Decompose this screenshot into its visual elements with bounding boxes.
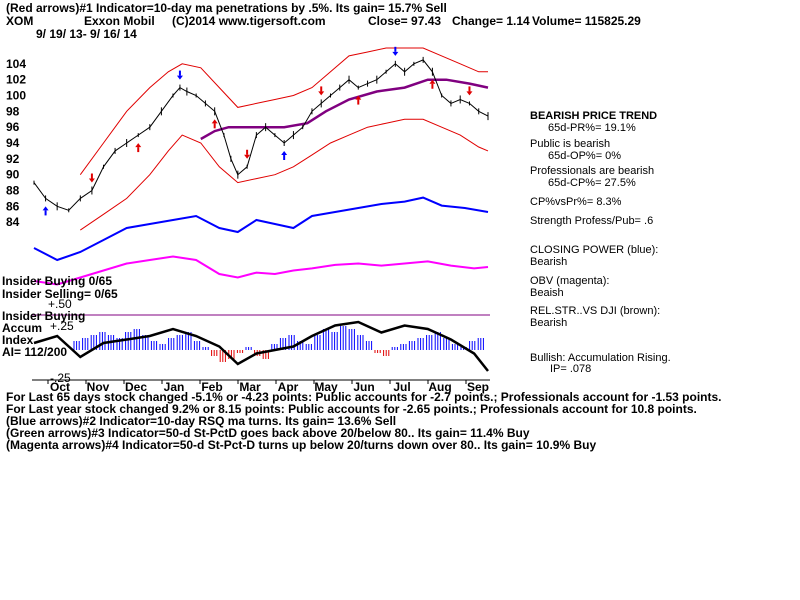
closing-power-path	[33, 196, 489, 262]
buy-arrow	[355, 95, 362, 100]
insider-buying2-label: Insider Buying	[2, 309, 86, 323]
sell-arrow	[318, 91, 325, 96]
sell-arrow	[88, 178, 95, 183]
y-tick-label: 92	[6, 152, 20, 166]
cp-vs-pr: CP%vsPr%= 8.3%	[530, 196, 622, 208]
y-tick-label: 86	[6, 199, 20, 213]
buy-arrow	[429, 79, 436, 84]
x-tick-label: Aug	[428, 380, 451, 394]
price-path	[33, 59, 489, 211]
x-tick-label: Jul	[393, 380, 410, 394]
obv-value: Beaish	[530, 287, 564, 299]
y-tick-label: 98	[6, 104, 20, 118]
sell-arrow	[244, 154, 251, 159]
company-name: Exxon Mobil	[84, 14, 155, 28]
accumulation-histogram	[73, 326, 484, 362]
trend-pr: 65d-PR%= 19.1%	[548, 122, 636, 134]
relstr-path	[33, 320, 489, 372]
ma-line	[200, 78, 489, 141]
y-tick-label: 94	[6, 136, 20, 150]
x-tick-label: Feb	[201, 380, 222, 394]
signal-arrows	[42, 46, 473, 216]
close-value: Close= 97.43	[368, 14, 442, 28]
y-tick-label: 104	[6, 57, 26, 71]
ip-value: IP= .078	[550, 363, 592, 375]
x-tick-label: Jan	[164, 380, 185, 394]
insider-selling-label: Insider Selling= 0/65	[2, 287, 118, 301]
obv-title: OBV (magenta):	[530, 275, 610, 287]
y-tick-label: 90	[6, 168, 20, 182]
strength-ratio: Strength Profess/Pub= .6	[530, 215, 654, 227]
buy-arrow	[42, 206, 49, 211]
minus25-label: -.25	[50, 371, 71, 385]
date-range: 9/ 19/ 13- 9/ 16/ 14	[36, 27, 137, 41]
accum-label: Accum	[2, 321, 43, 335]
sell-arrow	[466, 91, 473, 96]
y-tick-label: 88	[6, 184, 20, 198]
x-tick-label: May	[314, 380, 338, 394]
obv-path	[33, 255, 489, 286]
footer-year: For Last year stock changed 9.2% or 8.15…	[6, 402, 697, 416]
relative-strength-line	[33, 320, 489, 372]
volume-value: Volume= 115825.29	[532, 14, 641, 28]
relstr-value: Bearish	[530, 317, 568, 329]
insider-buying-label: Insider Buying 0/65	[2, 274, 113, 288]
buy-arrow	[211, 119, 218, 124]
x-tick-label: Apr	[278, 380, 299, 394]
footer-65day: For Last 65 days stock changed -5.1% or …	[6, 390, 722, 404]
indicator-1-text: (Red arrows)#1 Indicator=10-day ma penet…	[6, 1, 447, 15]
index-label: Index	[2, 333, 34, 347]
sell-arrow	[176, 75, 183, 80]
public-op: 65d-OP%= 0%	[548, 150, 622, 162]
sell-arrow	[392, 51, 399, 56]
footer-magenta-arrows: (Magenta arrows)#4 Indicator=50-d St-Pct…	[6, 438, 597, 452]
buy-arrow	[135, 143, 142, 148]
closing-power-line	[33, 196, 489, 262]
plus50-label: +.50	[48, 297, 72, 311]
bollinger-bands	[79, 47, 489, 231]
y-tick-label: 102	[6, 73, 26, 87]
lower-band-line	[80, 118, 489, 231]
price-line	[33, 56, 489, 213]
x-tick-label: Dec	[125, 380, 147, 394]
y-tick-label: 96	[6, 120, 20, 134]
bullish-accum: Bullish: Accumulation Rising.	[530, 352, 671, 364]
x-axis-ticks: Oct Nov Dec Jan Feb Mar Apr May Jun Jul Aug Sep	[47, 380, 489, 394]
pros-cp: 65d-CP%= 27.5%	[548, 177, 636, 189]
x-tick-label: Nov	[87, 380, 110, 394]
trend-title: BEARISH PRICE TREND	[530, 110, 658, 122]
x-tick-label: Mar	[239, 380, 261, 394]
ai-label: AI= 112/200	[2, 345, 68, 359]
pros-status: Professionals are bearish	[530, 165, 655, 177]
closing-power-value: Bearish	[530, 256, 568, 268]
x-tick-label: Sep	[467, 380, 489, 394]
x-tick-label: Jun	[353, 380, 374, 394]
ticker: XOM	[6, 14, 34, 28]
footer-blue-arrows: (Blue arrows)#2 Indicator=10-day RSQ ma …	[6, 414, 397, 428]
change-value: Change= 1.14	[452, 14, 530, 28]
obv-line	[33, 255, 489, 286]
buy-arrow	[281, 151, 288, 155]
closing-power-title: CLOSING POWER (blue):	[530, 244, 659, 256]
y-tick-label: 100	[6, 89, 26, 103]
footer-green-arrows: (Green arrows)#3 Indicator=50-d St-PctD …	[6, 426, 530, 440]
upper-band-line	[79, 47, 488, 175]
y-tick-label: 84	[6, 215, 20, 229]
x-tick-label: Oct	[50, 380, 70, 394]
public-status: Public is bearish	[530, 138, 611, 150]
copyright: (C)2014 www.tigersoft.com	[172, 14, 326, 28]
plus25-label: +.25	[50, 319, 74, 333]
moving-average-line	[200, 78, 489, 141]
relstr-title: REL.STR..VS DJI (brown):	[530, 305, 661, 317]
